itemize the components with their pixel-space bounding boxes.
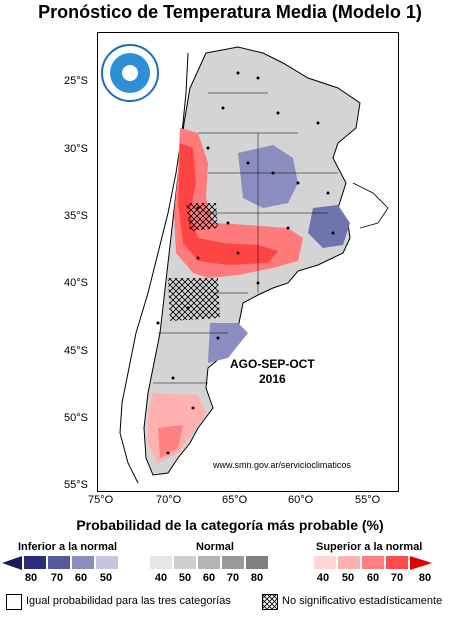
above-normal-label: Superior a la normal bbox=[316, 541, 423, 553]
not-significant-area-1 bbox=[186, 203, 218, 231]
above-swatch bbox=[314, 556, 336, 569]
above-value: 50 bbox=[341, 572, 355, 584]
above-value: 60 bbox=[366, 572, 380, 584]
smn-logo bbox=[101, 44, 159, 102]
below-swatch bbox=[96, 556, 118, 569]
lat-tick: 25°S bbox=[64, 75, 88, 87]
above-value: 40 bbox=[316, 572, 330, 584]
period-months: AGO-SEP-OCT bbox=[230, 357, 315, 371]
lon-tick: 70°O bbox=[156, 494, 182, 506]
lon-tick: 60°O bbox=[288, 494, 314, 506]
arrow-left-icon bbox=[2, 556, 22, 570]
normal-value: 50 bbox=[178, 572, 192, 584]
normal-value: 80 bbox=[250, 572, 264, 584]
lat-tick: 30°S bbox=[64, 143, 88, 155]
below-normal-region-east bbox=[308, 205, 350, 248]
normal-value: 60 bbox=[202, 572, 216, 584]
above-value: 80 bbox=[418, 572, 432, 584]
equal-probability-swatch bbox=[6, 594, 22, 610]
map-panel bbox=[97, 32, 399, 492]
lon-tick: 55°O bbox=[355, 494, 381, 506]
normal-swatch bbox=[222, 556, 244, 569]
legend-title: Probabilidad de la categoría más probabl… bbox=[76, 517, 384, 533]
normal-swatch bbox=[150, 556, 172, 569]
not-significant-area-2 bbox=[168, 278, 220, 321]
arrow-right-icon bbox=[410, 556, 432, 570]
normal-value: 70 bbox=[226, 572, 240, 584]
above-swatch bbox=[338, 556, 360, 569]
below-normal-label: Inferior a la normal bbox=[18, 541, 118, 553]
station-markers bbox=[156, 71, 335, 455]
argentina-map bbox=[101, 44, 389, 484]
lon-tick: 75°O bbox=[88, 494, 114, 506]
forecast-period: AGO-SEP-OCT 2016 bbox=[230, 357, 315, 387]
lat-tick: 40°S bbox=[64, 277, 88, 289]
lat-tick: 45°S bbox=[64, 345, 88, 357]
below-swatch bbox=[48, 556, 70, 569]
normal-swatch bbox=[246, 556, 268, 569]
normal-swatch bbox=[174, 556, 196, 569]
lon-tick: 65°O bbox=[222, 494, 248, 506]
lat-tick: 50°S bbox=[64, 412, 88, 424]
not-significant-label: No significativo estadísticamente bbox=[282, 595, 443, 607]
normal-label: Normal bbox=[196, 541, 234, 553]
period-year: 2016 bbox=[258, 372, 286, 386]
below-value: 70 bbox=[50, 572, 64, 584]
below-value: 80 bbox=[24, 572, 38, 584]
not-significant-swatch bbox=[262, 594, 278, 610]
source-url: www.smn.gov.ar/servicioclimaticos bbox=[213, 460, 351, 470]
lat-tick: 55°S bbox=[64, 479, 88, 491]
lat-tick: 35°S bbox=[64, 210, 88, 222]
below-swatch bbox=[24, 556, 46, 569]
normal-value: 40 bbox=[154, 572, 168, 584]
above-value: 70 bbox=[390, 572, 404, 584]
below-value: 60 bbox=[74, 572, 88, 584]
below-swatch bbox=[72, 556, 94, 569]
normal-swatch bbox=[198, 556, 220, 569]
equal-probability-label: Igual probabilidad para las tres categor… bbox=[26, 595, 231, 607]
map-title: Pronóstico de Temperatura Media (Modelo … bbox=[38, 2, 422, 22]
below-normal-region-center bbox=[238, 145, 298, 208]
above-swatch bbox=[386, 556, 408, 569]
above-normal-core bbox=[178, 143, 278, 265]
below-value: 50 bbox=[99, 572, 113, 584]
above-swatch bbox=[362, 556, 384, 569]
